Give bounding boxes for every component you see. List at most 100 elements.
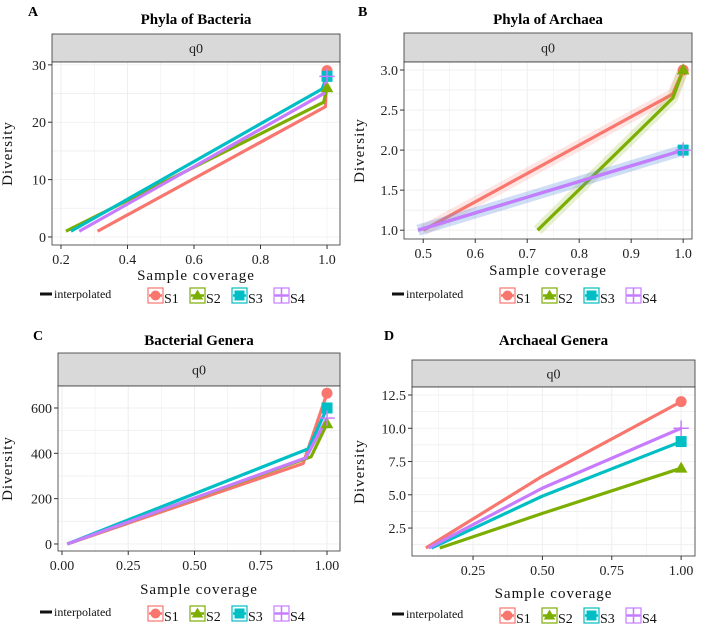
legend-interpolated-label: interpolated	[406, 287, 463, 301]
y-tick-label: 1.5	[381, 184, 399, 199]
data-point-s1	[321, 387, 333, 399]
facet-strip	[403, 32, 693, 63]
facet-label: q0	[541, 42, 555, 57]
legend-square-icon	[586, 290, 597, 301]
legend-item-s1: S1	[499, 607, 531, 627]
series-line-s4	[427, 426, 682, 550]
data-point-s3	[675, 436, 687, 448]
data-point-s4	[319, 410, 335, 426]
legend-triangle-icon	[191, 289, 204, 300]
x-tick-label: 0.9	[622, 247, 640, 262]
legend-item-s1: S1	[499, 287, 531, 307]
legend-item-s1: S1	[147, 605, 179, 625]
plot-area	[58, 386, 340, 551]
y-tick-label: 12.5	[382, 389, 407, 404]
x-tick-label: 1.0	[318, 253, 336, 268]
legend-label: S1	[164, 292, 179, 307]
legend-item-s4: S4	[625, 287, 657, 307]
legend-label: S4	[642, 292, 657, 307]
y-tick-label: 5.0	[389, 489, 407, 504]
x-axis-title: Sample coverage	[495, 586, 613, 602]
legend: interpolated S1 S2 S3 S4	[40, 605, 305, 625]
legend-item-s3: S3	[583, 607, 615, 627]
y-tick-label: 0	[45, 538, 52, 553]
plot-border	[403, 61, 693, 240]
x-tick-label: 0.5	[414, 247, 432, 262]
y-axis-title: Diversity	[0, 436, 16, 501]
plot-border	[411, 386, 696, 557]
legend-label: S3	[600, 612, 615, 627]
legend-label: S2	[206, 292, 221, 307]
panel-title: Phyla of Archaea	[493, 12, 603, 28]
y-tick-label: 7.5	[389, 456, 407, 471]
legend-label: S4	[290, 610, 305, 625]
x-tick-label: 0.2	[52, 253, 70, 268]
legend-item-s4: S4	[273, 605, 305, 625]
panel-label: D	[384, 329, 394, 344]
x-tick-label: 0.8	[252, 253, 270, 268]
legend-circle-icon	[502, 290, 513, 301]
legend-label: S1	[516, 612, 531, 627]
series-line-s2	[65, 87, 329, 233]
legend-square-icon	[586, 610, 597, 621]
y-axis-title: Diversity	[352, 118, 368, 183]
panel-title: Archaeal Genera	[499, 333, 609, 349]
legend-cross-icon	[626, 608, 641, 623]
x-axis-title: Sample coverage	[137, 268, 255, 284]
legend: interpolated S1 S2 S3 S4	[40, 287, 305, 307]
x-tick-label: 0.4	[119, 253, 137, 268]
legend-label: S3	[248, 610, 263, 625]
legend-triangle-icon	[191, 607, 204, 618]
legend-item-s3: S3	[583, 287, 615, 307]
x-tick-label: 0.6	[185, 253, 203, 268]
data-point-s4	[319, 68, 335, 85]
y-tick-label: 1.0	[381, 224, 399, 239]
facet-strip	[57, 352, 341, 387]
data-point-s3	[321, 402, 333, 414]
y-tick-label: 30	[32, 59, 46, 74]
legend-item-s1: S1	[147, 287, 179, 307]
legend-interpolated-label: interpolated	[406, 607, 463, 621]
legend-label: S3	[600, 292, 615, 307]
data-point-s4	[673, 420, 689, 436]
x-tick-label: 0.75	[249, 559, 274, 574]
data-point-s2	[674, 461, 688, 473]
series-line-s4	[417, 148, 684, 232]
panel-b: B Phyla of Archaea q0 0.5 0.6 0.7 0.8 0.9 1.0 1.0…	[352, 5, 693, 307]
legend-label: S1	[164, 610, 179, 625]
data-point-s1	[675, 396, 687, 408]
x-tick-label: 0.25	[116, 559, 141, 574]
y-tick-label: 600	[31, 402, 52, 417]
y-tick-label: 2.5	[381, 104, 399, 119]
data-point-s2	[676, 63, 690, 75]
series-line-s4	[66, 417, 329, 546]
legend-triangle-icon	[543, 609, 556, 620]
y-tick-label: 10.0	[382, 422, 407, 437]
x-tick-label: 0.50	[182, 559, 207, 574]
legend-label: S4	[290, 292, 305, 307]
legend-cross-icon	[626, 288, 641, 303]
legend: interpolated S1 S2 S3 S4	[392, 607, 657, 627]
series-line-s1	[425, 400, 682, 550]
legend-interpolated-label: interpolated	[54, 287, 111, 301]
legend-item-s2: S2	[189, 287, 221, 307]
x-tick-label: 0.00	[50, 559, 75, 574]
legend-item-s2: S2	[541, 607, 573, 627]
data-point-s4	[675, 142, 691, 158]
legend: interpolated S1 S2 S3 S4	[392, 287, 657, 307]
x-tick-label: 1.00	[669, 564, 694, 579]
y-axis-title: Diversity	[352, 439, 368, 504]
plot-border	[51, 61, 341, 246]
legend-cross-icon	[274, 606, 289, 621]
x-tick-label: 1.0	[674, 247, 692, 262]
y-tick-label: 3.0	[381, 64, 399, 79]
y-axis-title: Diversity	[0, 121, 16, 186]
legend-item-s3: S3	[231, 605, 263, 625]
legend-label: S2	[558, 292, 573, 307]
plot-border	[57, 385, 341, 552]
legend-item-s4: S4	[273, 287, 305, 307]
y-tick-label: 200	[31, 493, 52, 508]
facet-label: q0	[547, 368, 561, 383]
facet-label: q0	[192, 364, 206, 379]
